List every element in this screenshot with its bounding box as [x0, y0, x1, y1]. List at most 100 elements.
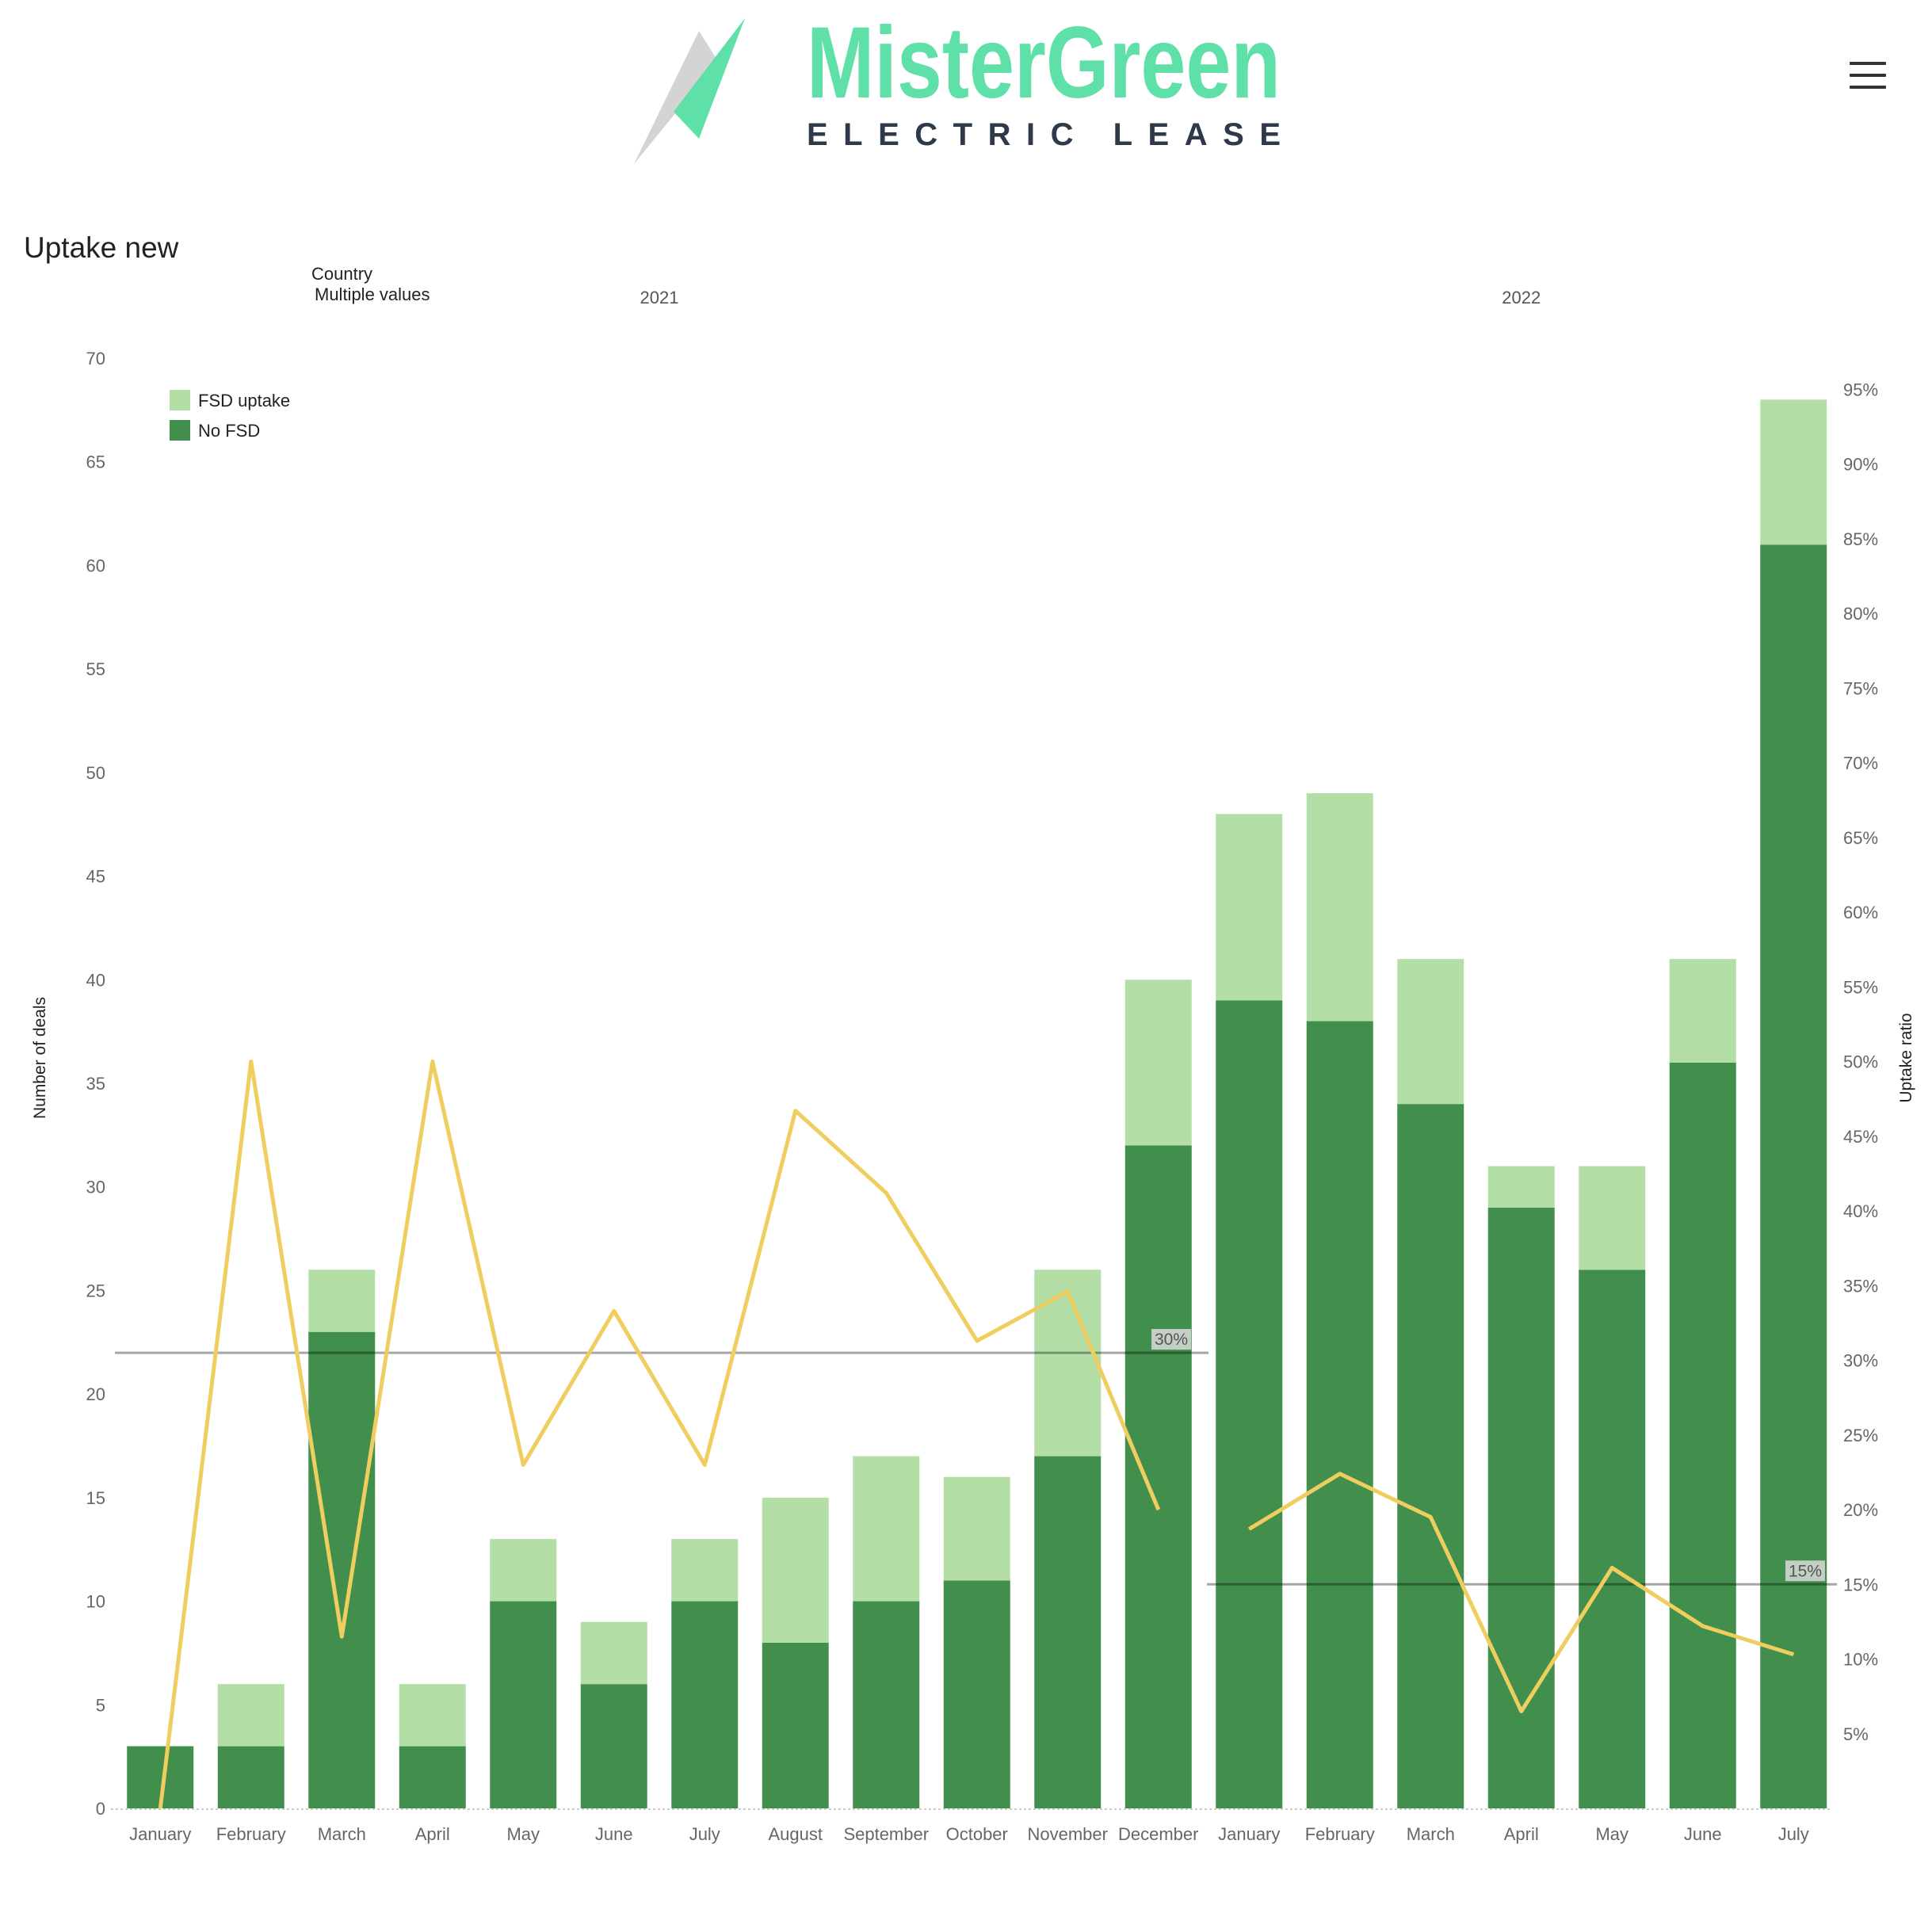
- bar-no-fsd: [1397, 1104, 1464, 1808]
- bar-no-fsd: [1579, 1270, 1646, 1808]
- x-tick-label: January: [1218, 1824, 1280, 1844]
- y2-tick-label: 45%: [1843, 1127, 1878, 1147]
- bar-no-fsd: [853, 1601, 920, 1808]
- uptake-ratio-point: [1521, 1710, 1522, 1712]
- legend-label: FSD uptake: [198, 391, 290, 410]
- uptake-ratio-point: [432, 1061, 433, 1062]
- bar-no-fsd: [1216, 1000, 1283, 1808]
- reference-label-box: [1151, 1329, 1191, 1350]
- x-tick-label: June: [595, 1824, 633, 1844]
- y2-axis-title: Uptake ratio: [1897, 1013, 1915, 1102]
- logo-grey-bolt: [634, 31, 718, 164]
- bar-fsd-uptake: [1034, 1270, 1102, 1457]
- y2-tick-label: 75%: [1843, 678, 1878, 698]
- y-tick-label: 35: [86, 1074, 105, 1094]
- bar-fsd-uptake: [671, 1539, 739, 1602]
- y2-tick-label: 40%: [1843, 1201, 1878, 1221]
- y-tick-label: 60: [86, 556, 105, 575]
- y2-tick-label: 20%: [1843, 1500, 1878, 1520]
- hamburger-menu-icon[interactable]: [1850, 62, 1886, 94]
- bar-no-fsd: [1306, 1021, 1373, 1808]
- logo-wordmark: MisterGreen: [807, 12, 1281, 120]
- bar-fsd-uptake: [308, 1270, 376, 1332]
- uptake-ratio-point: [613, 1310, 615, 1312]
- uptake-ratio-point: [1611, 1567, 1613, 1569]
- y-tick-label: 65: [86, 452, 105, 472]
- x-tick-label: November: [1028, 1824, 1108, 1844]
- bar-fsd-uptake: [1760, 399, 1827, 545]
- bar-fsd-uptake: [1579, 1166, 1646, 1270]
- legend-label: No FSD: [198, 421, 260, 441]
- logo-green-bolt: [674, 18, 745, 139]
- y2-tick-label: 25%: [1843, 1426, 1878, 1445]
- bar-fsd-uptake: [1124, 979, 1192, 1146]
- uptake-ratio-point: [1793, 1654, 1794, 1655]
- y-tick-label: 55: [86, 659, 105, 679]
- bar-fsd-uptake: [399, 1684, 466, 1747]
- bar-fsd-uptake: [1216, 814, 1283, 1001]
- x-tick-label: September: [843, 1824, 929, 1844]
- year-label: 2021: [640, 288, 679, 307]
- x-tick-label: February: [1305, 1824, 1375, 1844]
- reference-label-box: [1785, 1560, 1825, 1582]
- y2-tick-label: 90%: [1843, 455, 1878, 475]
- y2-tick-label: 55%: [1843, 977, 1878, 997]
- x-tick-label: August: [769, 1824, 823, 1844]
- y-tick-label: 5: [96, 1695, 105, 1715]
- bar-no-fsd: [762, 1642, 829, 1808]
- x-tick-label: April: [415, 1824, 450, 1844]
- bar-fsd-uptake: [1487, 1166, 1555, 1208]
- uptake-ratio-point: [1067, 1291, 1068, 1292]
- reference-label: 30%: [1155, 1331, 1188, 1349]
- bar-no-fsd: [308, 1331, 376, 1808]
- uptake-ratio-point: [976, 1340, 978, 1342]
- y2-tick-label: 5%: [1843, 1724, 1869, 1744]
- page-title: Uptake new: [24, 231, 179, 264]
- x-tick-label: July: [1778, 1824, 1809, 1844]
- uptake-ratio-point: [159, 1808, 161, 1809]
- bar-fsd-uptake: [490, 1539, 557, 1602]
- y-tick-label: 0: [96, 1799, 105, 1819]
- bar-fsd-uptake: [1397, 959, 1464, 1105]
- bar-no-fsd: [1034, 1456, 1102, 1808]
- uptake-ratio-point: [522, 1464, 524, 1465]
- x-tick-label: February: [216, 1824, 286, 1844]
- y2-tick-label: 80%: [1843, 604, 1878, 624]
- uptake-ratio-line-2021: [158, 1060, 1161, 1809]
- bar-fsd-uptake: [943, 1476, 1010, 1581]
- legend-swatch: [170, 390, 190, 410]
- bar-no-fsd: [1669, 1062, 1736, 1808]
- y-tick-label: 15: [86, 1488, 105, 1508]
- y-tick-label: 25: [86, 1281, 105, 1300]
- y2-tick-label: 35%: [1843, 1276, 1878, 1296]
- y2-tick-label: 70%: [1843, 754, 1878, 773]
- uptake-ratio-point: [1430, 1516, 1431, 1518]
- bar-no-fsd: [399, 1746, 466, 1808]
- y2-tick-label: 60%: [1843, 903, 1878, 922]
- year-label: 2022: [1502, 288, 1541, 307]
- uptake-ratio-point: [1702, 1625, 1704, 1627]
- bar-no-fsd: [580, 1684, 647, 1808]
- y-tick-label: 20: [86, 1384, 105, 1404]
- uptake-ratio-point: [704, 1464, 705, 1465]
- bar-no-fsd: [1487, 1207, 1555, 1808]
- bar-no-fsd: [217, 1746, 284, 1808]
- bar-fsd-uptake: [1669, 959, 1736, 1063]
- x-tick-label: January: [129, 1824, 191, 1844]
- y-axis-title: Number of deals: [31, 997, 49, 1119]
- bar-fsd-uptake: [580, 1621, 647, 1685]
- bar-fsd-uptake: [853, 1456, 920, 1602]
- bar-no-fsd: [490, 1601, 557, 1808]
- bar-fsd-uptake: [217, 1684, 284, 1747]
- country-filter-label: Country: [311, 264, 373, 284]
- x-tick-label: July: [689, 1824, 720, 1844]
- x-tick-label: April: [1504, 1824, 1539, 1844]
- y2-tick-label: 30%: [1843, 1351, 1878, 1371]
- country-filter-value[interactable]: Multiple values: [315, 284, 430, 304]
- y-tick-label: 50: [86, 763, 105, 783]
- x-tick-label: March: [318, 1824, 366, 1844]
- bar-no-fsd: [943, 1580, 1010, 1808]
- x-tick-label: June: [1684, 1824, 1722, 1844]
- y2-tick-label: 65%: [1843, 828, 1878, 848]
